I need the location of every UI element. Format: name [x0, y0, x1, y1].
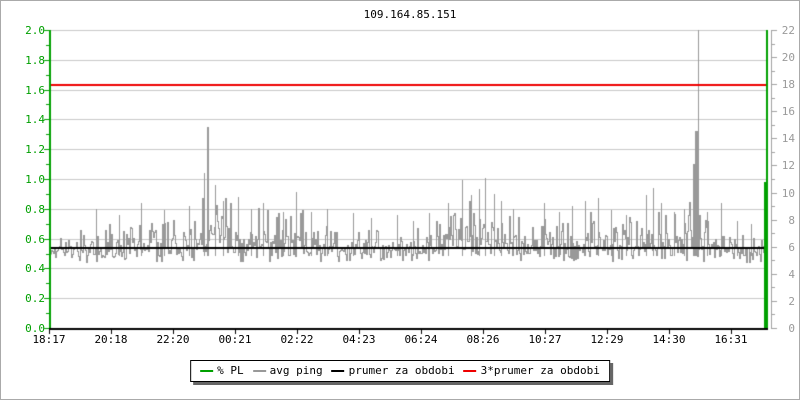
- left-tick-label: 2.0: [25, 24, 45, 37]
- three-x-average-line-swatch: [463, 370, 477, 372]
- left-tick-label: 1.8: [25, 53, 45, 67]
- legend-label-average: prumer za obdobi: [348, 364, 455, 377]
- x-tick-label: 18:17: [32, 333, 66, 346]
- legend-label-3x-average: 3*prumer za obdobi: [480, 364, 600, 377]
- average-line-swatch: [331, 370, 345, 372]
- left-tick-label: 0.8: [25, 202, 45, 216]
- left-tick-label: 0.6: [25, 232, 45, 246]
- right-tick-label: 0: [788, 322, 795, 335]
- legend-item-average: prumer za obdobi: [331, 364, 455, 377]
- right-tick-label: 16: [781, 105, 795, 119]
- left-tick-label: 1.4: [25, 113, 45, 127]
- left-tick-label: 0.4: [25, 262, 45, 276]
- right-tick-label: 20: [781, 51, 795, 65]
- left-tick-label: 1.6: [25, 83, 45, 97]
- legend-label-pl: % PL: [217, 364, 244, 377]
- left-tick-label: 0.2: [25, 292, 45, 306]
- right-tick-label: 22: [781, 24, 795, 37]
- x-tick-label: 04:23: [342, 333, 376, 346]
- legend-label-avg-ping: avg ping: [269, 364, 323, 377]
- legend-item-avg-ping: avg ping: [252, 364, 323, 377]
- legend-item-pl: % PL: [200, 365, 244, 377]
- right-tick-label: 10: [781, 186, 795, 200]
- x-tick-label: 02:22: [280, 333, 314, 346]
- x-tick-label: 00:21: [218, 333, 252, 346]
- avg-ping-line-swatch: [252, 370, 266, 372]
- legend-box: % PL avg ping prumer za obdobi 3*prumer …: [190, 360, 610, 382]
- chart-title: 109.164.85.151: [363, 8, 457, 21]
- left-tick-label: 1.2: [25, 143, 45, 157]
- x-tick-label: 08:26: [466, 333, 500, 346]
- right-tick-label: 2: [788, 294, 795, 308]
- right-tick-label: 8: [788, 213, 795, 227]
- right-tick-label: 12: [781, 159, 795, 173]
- x-tick-label: 22:20: [156, 333, 190, 346]
- x-tick-label: 16:31: [714, 333, 748, 346]
- x-tick-label: 12:29: [590, 333, 624, 346]
- pl-line-swatch: [200, 370, 214, 372]
- x-tick-label: 14:30: [652, 333, 686, 346]
- x-tick-label: 06:24: [404, 333, 438, 346]
- right-tick-label: 18: [781, 78, 795, 92]
- left-tick-label: 1.0: [25, 173, 45, 186]
- x-tick-label: 20:18: [94, 333, 128, 346]
- right-tick-label: 14: [781, 132, 795, 146]
- right-tick-label: 6: [788, 240, 795, 254]
- right-tick-label: 4: [788, 267, 795, 281]
- x-tick-label: 10:27: [528, 333, 562, 346]
- legend-item-3x-average: 3*prumer za obdobi: [463, 364, 600, 377]
- left-tick-label: 0.0: [25, 322, 45, 335]
